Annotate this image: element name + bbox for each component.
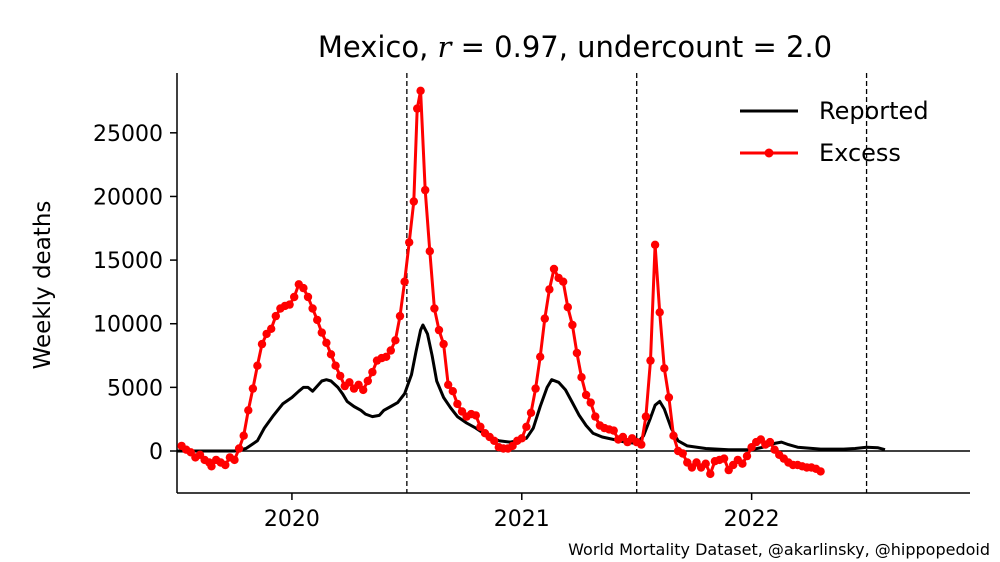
chart-title: Mexico, r = 0.97, undercount = 2.0 bbox=[318, 30, 832, 64]
series-excess-point-116 bbox=[706, 469, 715, 479]
series-excess-point-76 bbox=[522, 422, 531, 431]
series-excess-point-95 bbox=[609, 426, 618, 435]
series-excess-point-59 bbox=[444, 380, 453, 389]
series-excess-point-49 bbox=[400, 277, 409, 286]
y-tick-label-4: 20000 bbox=[93, 185, 163, 210]
y-axis-label: Weekly deaths bbox=[30, 201, 56, 370]
series-excess-point-105 bbox=[655, 308, 664, 317]
series-excess-point-21 bbox=[271, 311, 280, 321]
series-excess-point-31 bbox=[317, 328, 326, 337]
series-reported-line bbox=[177, 323, 886, 453]
series-excess-point-81 bbox=[545, 285, 554, 294]
series-excess-point-108 bbox=[669, 431, 678, 440]
series-excess-point-34 bbox=[331, 361, 340, 370]
series-excess-point-52 bbox=[413, 104, 422, 113]
series-excess-point-35 bbox=[336, 371, 345, 381]
series-excess-point-60 bbox=[448, 387, 457, 396]
x-tick-label-0: 2020 bbox=[264, 507, 320, 532]
series-excess-point-30 bbox=[313, 315, 322, 325]
series-excess-point-101 bbox=[637, 440, 646, 449]
series-excess-point-80 bbox=[540, 314, 549, 323]
source-credit: World Mortality Dataset, @akarlinsky, @h… bbox=[568, 540, 990, 559]
series-excess-point-50 bbox=[405, 238, 414, 247]
series-excess-point-33 bbox=[326, 350, 336, 359]
series-excess-point-14 bbox=[239, 431, 248, 440]
series-excess-point-85 bbox=[563, 303, 572, 312]
series-excess-point-124 bbox=[742, 451, 752, 461]
series-excess-point-129 bbox=[765, 437, 775, 447]
x-tick-label-1: 2021 bbox=[494, 507, 550, 532]
series-excess-point-103 bbox=[646, 356, 655, 365]
series-excess-point-61 bbox=[453, 399, 462, 409]
series-excess-point-84 bbox=[559, 277, 568, 286]
series-excess-point-90 bbox=[586, 398, 595, 407]
series-excess-point-66 bbox=[476, 422, 485, 431]
series-excess-point-46 bbox=[386, 346, 395, 355]
series-excess-point-82 bbox=[549, 264, 559, 274]
series-excess-line bbox=[180, 89, 822, 476]
y-tick-label-1: 5000 bbox=[107, 376, 163, 401]
series-excess-point-15 bbox=[244, 406, 253, 415]
series-excess-point-42 bbox=[368, 367, 377, 377]
series-excess-point-18 bbox=[257, 339, 267, 349]
legend-excess-marker bbox=[764, 148, 774, 158]
series-excess-point-20 bbox=[267, 324, 276, 333]
series-excess-point-41 bbox=[363, 376, 372, 386]
series-excess-point-65 bbox=[471, 411, 480, 420]
series-excess-point-48 bbox=[395, 311, 405, 321]
series-excess-point-107 bbox=[664, 393, 674, 402]
series-excess-point-29 bbox=[308, 304, 317, 313]
series-excess-point-24 bbox=[285, 300, 294, 309]
series-excess-point-91 bbox=[591, 412, 600, 421]
x-tick-label-2: 2022 bbox=[724, 507, 780, 532]
y-tick-label-0: 0 bbox=[149, 440, 163, 465]
series-excess-point-140 bbox=[816, 467, 825, 476]
plot-area: 0 5000 10000 15000 20000 25000 2020 2021 2022 bbox=[93, 73, 970, 532]
series-excess-point-56 bbox=[430, 304, 439, 313]
series-excess-point-40 bbox=[359, 385, 368, 395]
series-excess-point-86 bbox=[568, 320, 577, 330]
series-excess-point-89 bbox=[581, 390, 591, 400]
series-excess-point-57 bbox=[434, 325, 444, 335]
series-excess-point-88 bbox=[577, 373, 586, 382]
y-tick-label-2: 10000 bbox=[93, 313, 163, 338]
series-excess-point-104 bbox=[650, 240, 660, 249]
series-excess-point-12 bbox=[230, 455, 239, 465]
series-excess-point-27 bbox=[299, 283, 308, 293]
series-excess-point-28 bbox=[303, 292, 313, 302]
y-tick-label-5: 25000 bbox=[93, 122, 163, 147]
series-excess-point-106 bbox=[660, 364, 669, 373]
legend-reported-label: Reported bbox=[819, 97, 929, 125]
series-excess-point-79 bbox=[536, 352, 545, 361]
series-excess-point-45 bbox=[382, 352, 391, 361]
series-excess-point-102 bbox=[641, 412, 651, 421]
series-excess-point-37 bbox=[345, 378, 354, 387]
series-excess-point-16 bbox=[248, 384, 258, 393]
series-excess-point-13 bbox=[234, 444, 244, 453]
series-excess-point-10 bbox=[221, 460, 230, 470]
series-excess-point-58 bbox=[439, 339, 448, 349]
series-excess-point-87 bbox=[572, 348, 582, 358]
series-excess-point-55 bbox=[425, 247, 434, 256]
y-tick-label-3: 15000 bbox=[93, 249, 163, 274]
series-excess-point-54 bbox=[421, 185, 430, 195]
series-excess-point-51 bbox=[409, 197, 418, 206]
series-excess-point-17 bbox=[253, 361, 262, 370]
series-excess-point-47 bbox=[391, 336, 400, 345]
series-excess-point-53 bbox=[416, 86, 425, 96]
series-excess-point-77 bbox=[526, 408, 536, 417]
series-excess-point-78 bbox=[531, 384, 540, 393]
series-excess-point-110 bbox=[678, 449, 687, 458]
legend: Reported Excess bbox=[740, 97, 929, 167]
series-excess-point-32 bbox=[322, 338, 331, 347]
legend-excess-label: Excess bbox=[819, 139, 901, 167]
series-excess-point-123 bbox=[738, 459, 747, 468]
series-excess-point-25 bbox=[290, 292, 299, 302]
series-excess-point-75 bbox=[517, 434, 526, 443]
series-excess-point-69 bbox=[490, 436, 499, 445]
series-excess-point-115 bbox=[701, 459, 710, 468]
series-excess-point-119 bbox=[719, 454, 729, 463]
series-excess-point-7 bbox=[207, 462, 216, 471]
